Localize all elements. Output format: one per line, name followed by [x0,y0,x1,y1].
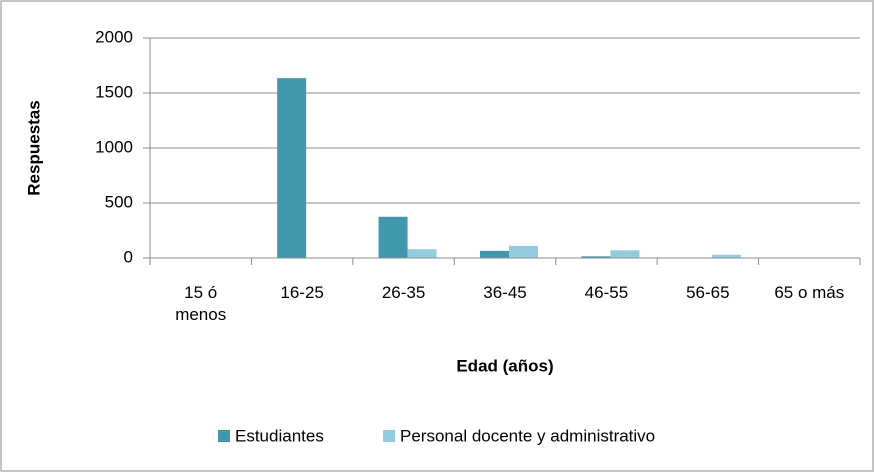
bar [509,245,538,258]
bar [407,249,437,258]
bar [480,250,509,258]
y-tick-label: 0 [124,247,133,266]
x-axis-label: Edad (años) [456,356,553,375]
x-tick-label: 65 o más [774,283,845,302]
legend-swatch [383,430,395,442]
x-tick-label: 16-25 [280,283,324,302]
legend-swatch [218,430,230,442]
y-axis-label: Respuestas [24,100,43,195]
bar [610,250,640,258]
y-tick-label: 2000 [95,27,133,46]
y-tick-label: 1000 [95,137,133,156]
x-tick-label: 56-65 [686,283,730,302]
bar [581,256,611,258]
legend-label: Personal docente y administrativo [400,426,655,445]
x-tick-label: 15 ó menos [175,283,227,324]
x-tick-label: 46-55 [584,283,629,302]
bar [378,216,408,258]
y-tick-label: 1500 [95,82,133,101]
bar [711,254,741,258]
bar [277,78,307,259]
x-tick-label: 36-45 [483,283,527,302]
x-tick-label: 26-35 [381,283,426,302]
legend-label: Estudiantes [235,426,324,445]
y-tick-label: 500 [105,192,133,211]
